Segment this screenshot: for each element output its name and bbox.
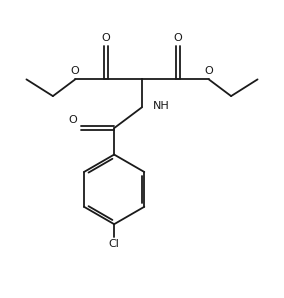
Text: O: O <box>101 32 110 43</box>
Text: O: O <box>71 66 80 76</box>
Text: O: O <box>68 115 77 125</box>
Text: O: O <box>174 32 183 43</box>
Text: Cl: Cl <box>109 239 120 249</box>
Text: NH: NH <box>153 101 169 111</box>
Text: O: O <box>204 66 213 76</box>
